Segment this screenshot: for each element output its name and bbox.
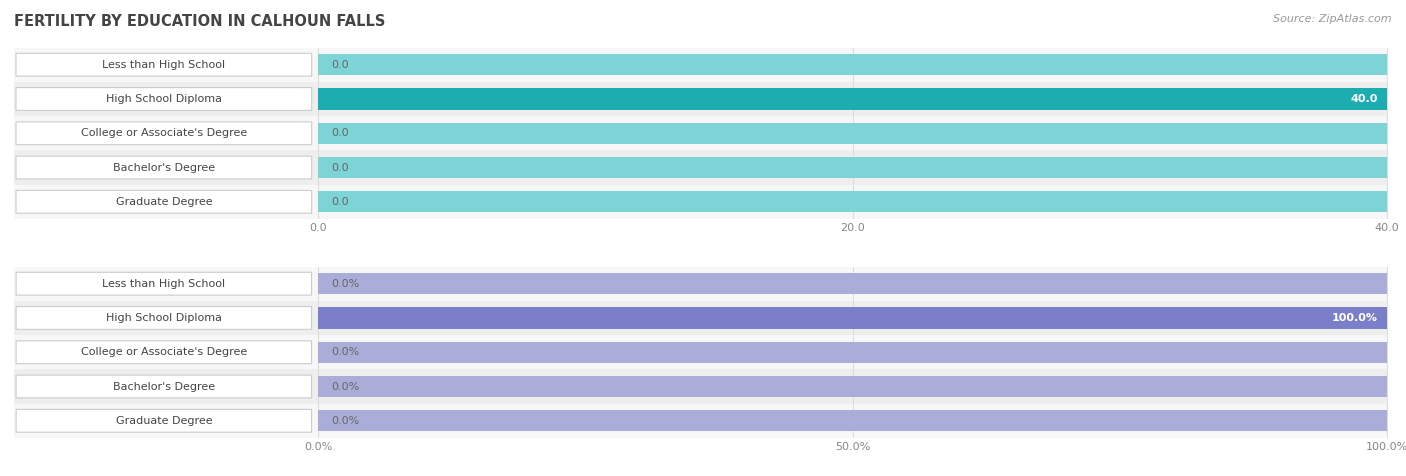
FancyBboxPatch shape [15,307,312,329]
Text: 100.0%: 100.0% [1331,313,1378,323]
Text: Bachelor's Degree: Bachelor's Degree [112,162,215,173]
Text: Graduate Degree: Graduate Degree [115,197,212,207]
Bar [14,267,1386,301]
Bar [319,54,1386,75]
FancyBboxPatch shape [15,190,312,213]
Bar [319,89,1386,109]
Text: High School Diploma: High School Diploma [105,94,222,104]
Bar [14,48,1386,82]
Bar [14,335,1386,369]
Bar [14,150,1386,185]
Bar [319,410,1386,431]
Text: 0.0%: 0.0% [332,278,360,289]
Text: Less than High School: Less than High School [103,278,225,289]
Bar [14,369,1386,404]
FancyBboxPatch shape [15,272,312,295]
Text: College or Associate's Degree: College or Associate's Degree [80,128,247,139]
Bar [319,307,1386,328]
Bar [14,82,1386,116]
Text: 0.0: 0.0 [332,128,349,139]
Text: College or Associate's Degree: College or Associate's Degree [80,347,247,357]
Text: 40.0: 40.0 [1351,94,1378,104]
FancyBboxPatch shape [15,375,312,398]
Text: Bachelor's Degree: Bachelor's Degree [112,381,215,392]
Text: Less than High School: Less than High School [103,60,225,70]
Text: 0.0%: 0.0% [332,347,360,357]
Bar [14,116,1386,150]
Bar [319,89,1386,109]
Bar [319,376,1386,397]
Bar [319,307,1386,328]
Bar [14,301,1386,335]
FancyBboxPatch shape [15,409,312,432]
Bar [319,157,1386,178]
Text: 0.0%: 0.0% [332,416,360,426]
Text: 0.0: 0.0 [332,162,349,173]
Bar [14,404,1386,438]
Text: 0.0: 0.0 [332,197,349,207]
Text: 0.0: 0.0 [332,60,349,70]
Text: Source: ZipAtlas.com: Source: ZipAtlas.com [1274,14,1392,24]
Text: Graduate Degree: Graduate Degree [115,416,212,426]
FancyBboxPatch shape [15,53,312,76]
Text: FERTILITY BY EDUCATION IN CALHOUN FALLS: FERTILITY BY EDUCATION IN CALHOUN FALLS [14,14,385,30]
FancyBboxPatch shape [15,156,312,179]
FancyBboxPatch shape [15,341,312,364]
Text: High School Diploma: High School Diploma [105,313,222,323]
Text: 0.0%: 0.0% [332,381,360,392]
Bar [14,185,1386,219]
Bar [319,191,1386,212]
Bar [319,273,1386,294]
FancyBboxPatch shape [15,88,312,110]
Bar [319,342,1386,363]
FancyBboxPatch shape [15,122,312,145]
Bar [319,123,1386,144]
